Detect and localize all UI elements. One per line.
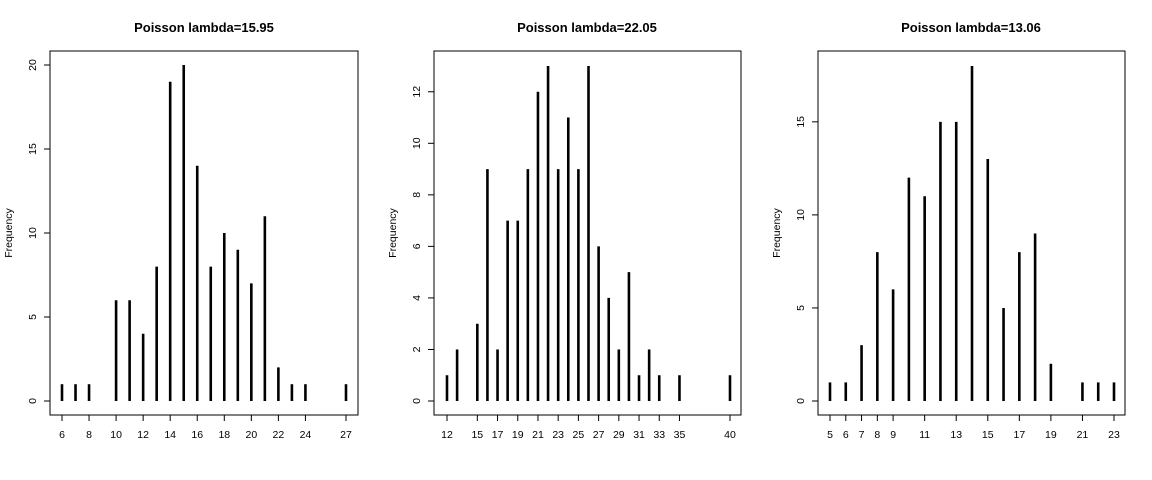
y-tick-label: 10	[411, 137, 423, 149]
y-tick-label: 5	[27, 314, 39, 320]
x-tick-label: 19	[512, 429, 524, 441]
x-tick-label: 9	[890, 429, 896, 441]
y-tick-label: 15	[27, 143, 39, 155]
y-tick-label: 2	[411, 346, 423, 352]
y-axis-label: Frequency	[771, 207, 783, 257]
chart-title: Poisson lambda=13.06	[901, 20, 1041, 35]
x-tick-label: 27	[593, 429, 605, 441]
x-tick-label: 8	[874, 429, 880, 441]
x-tick-label: 24	[300, 429, 312, 441]
x-tick-label: 11	[919, 429, 930, 441]
x-tick-label: 6	[59, 429, 65, 441]
x-tick-label: 15	[982, 429, 994, 441]
x-tick-label: 21	[532, 429, 544, 441]
x-tick-label: 13	[950, 429, 962, 441]
y-tick-label: 20	[27, 59, 39, 71]
y-tick-label: 12	[411, 86, 423, 98]
y-tick-label: 5	[795, 305, 807, 311]
y-tick-label: 10	[27, 227, 39, 239]
x-tick-label: 40	[724, 429, 736, 441]
y-tick-label: 8	[411, 192, 423, 198]
x-tick-label: 22	[273, 429, 285, 441]
x-tick-label: 7	[859, 429, 865, 441]
chart-panel-1: Poisson lambda=15.95 Frequency 6 8 10 12 14 16 1…	[3, 20, 359, 441]
y-tick-label: 6	[411, 243, 423, 249]
x-tick-label: 20	[245, 429, 257, 441]
x-tick-label: 14	[164, 429, 176, 441]
x-tick-label: 29	[613, 429, 625, 441]
y-tick-label: 4	[411, 295, 423, 301]
y-axis-label: Frequency	[3, 207, 15, 257]
x-tick-label: 18	[218, 429, 230, 441]
x-tick-label: 10	[110, 429, 122, 441]
x-tick-label: 17	[492, 429, 504, 441]
y-tick-label: 0	[411, 398, 423, 404]
x-tick-label: 17	[1013, 429, 1025, 441]
x-tick-label: 21	[1077, 429, 1089, 441]
x-tick-label: 6	[843, 429, 849, 441]
x-tick-label: 27	[340, 429, 352, 441]
x-tick-label: 19	[1045, 429, 1057, 441]
y-tick-label: 0	[27, 398, 39, 404]
x-tick-label: 31	[633, 429, 645, 441]
x-tick-label: 35	[674, 429, 686, 441]
x-tick-label: 5	[827, 429, 833, 441]
x-tick-label: 15	[471, 429, 483, 441]
y-axis-label: Frequency	[387, 207, 399, 257]
y-tick-label: 0	[795, 398, 807, 404]
y-tick-label: 15	[795, 116, 807, 128]
chart-title: Poisson lambda=22.05	[517, 20, 657, 35]
x-tick-label: 16	[191, 429, 203, 441]
x-tick-label: 12	[137, 429, 149, 441]
x-tick-label: 8	[86, 429, 92, 441]
x-tick-label: 33	[653, 429, 665, 441]
x-tick-label: 25	[573, 429, 585, 441]
y-tick-label: 10	[795, 209, 807, 221]
plot-frame	[49, 50, 359, 416]
x-tick-label: 23	[1108, 429, 1120, 441]
chart-title: Poisson lambda=15.95	[134, 20, 274, 35]
x-tick-label: 23	[552, 429, 564, 441]
x-tick-label: 12	[441, 429, 453, 441]
